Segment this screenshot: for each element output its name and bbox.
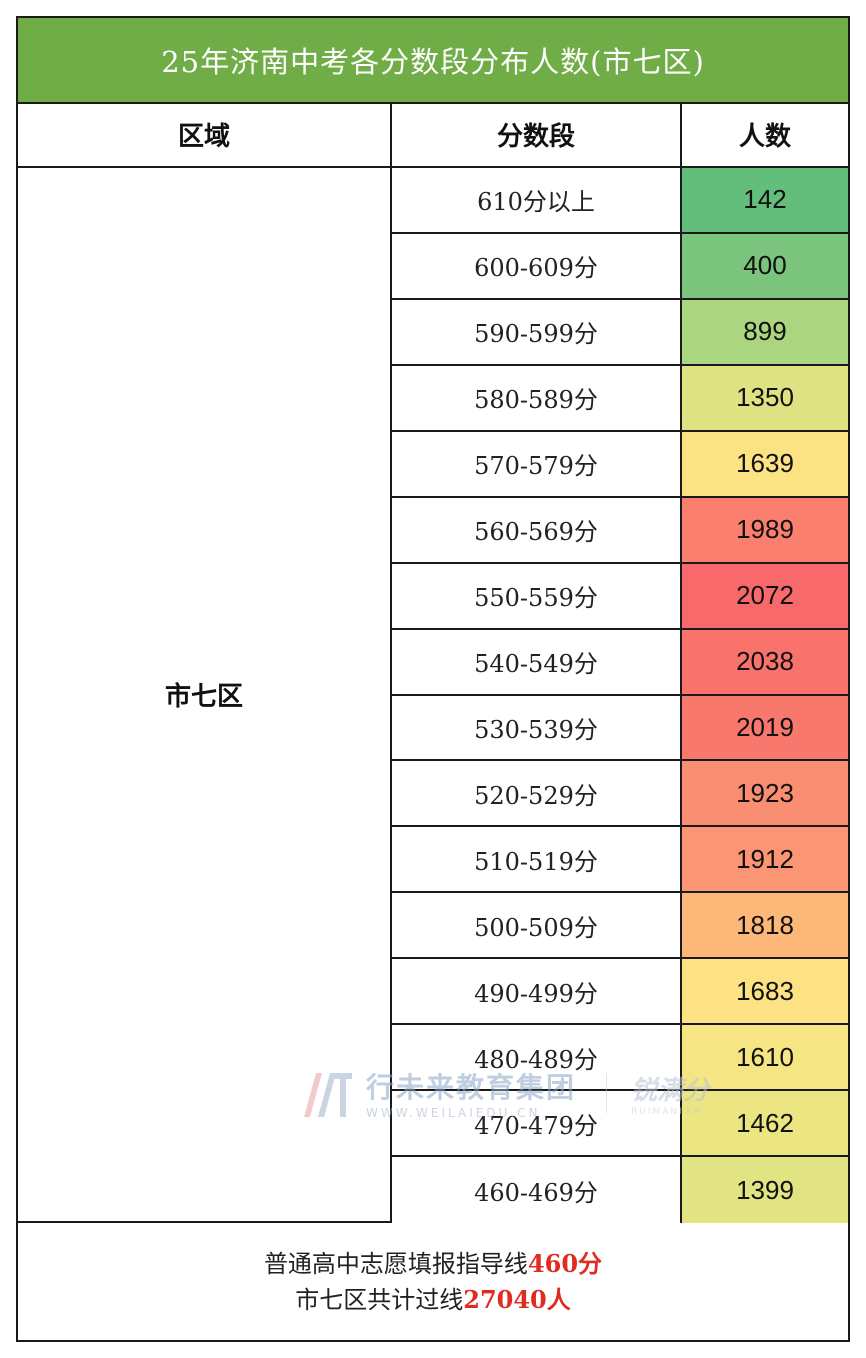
count-cell: 1399 — [682, 1157, 848, 1223]
score-range-cell: 570-579分 — [392, 431, 682, 496]
footer-line-guideline: 普通高中志愿填报指导线460分 — [264, 1246, 602, 1282]
score-range-cell: 560-569分 — [392, 497, 682, 562]
count-cell: 400 — [682, 233, 848, 298]
table-row: 590-599分 899 — [392, 299, 848, 366]
score-range-cell: 510-519分 — [392, 827, 682, 892]
count-cell: 1989 — [682, 497, 848, 562]
table-row: 540-549分 2038 — [392, 629, 848, 696]
score-range-cell: 550-559分 — [392, 563, 682, 628]
header-count: 人数 — [682, 102, 848, 168]
score-range-cell: 490-499分 — [392, 959, 682, 1024]
table-row: 520-529分 1923 — [392, 761, 848, 828]
count-cell: 1350 — [682, 365, 848, 430]
total-count: 27040人 — [463, 1284, 571, 1314]
score-range-cell: 590-599分 — [392, 299, 682, 364]
score-range-cell: 580-589分 — [392, 365, 682, 430]
count-cell: 2019 — [682, 695, 848, 760]
table-row: 510-519分 1912 — [392, 827, 848, 894]
count-cell: 1912 — [682, 827, 848, 892]
score-range-cell: 480-489分 — [392, 1025, 682, 1090]
count-cell: 1639 — [682, 431, 848, 496]
score-range-cell: 470-479分 — [392, 1091, 682, 1156]
total-label: 市七区共计过线 — [295, 1285, 464, 1314]
score-range-cell: 540-549分 — [392, 629, 682, 694]
guideline-label: 普通高中志愿填报指导线 — [263, 1249, 528, 1278]
header-region: 区域 — [18, 102, 392, 168]
score-range-cell: 460-469分 — [392, 1157, 682, 1223]
table-row: 560-569分 1989 — [392, 497, 848, 564]
table-body: 610分以上 142 600-609分 400 590-599分 899 580-589分 1… — [392, 168, 848, 1223]
footer-line-total: 市七区共计过线27040人 — [295, 1282, 571, 1318]
count-cell: 899 — [682, 299, 848, 364]
table-row: 500-509分 1818 — [392, 893, 848, 960]
score-distribution-table: 25年济南中考各分数段分布人数(市七区) 区域 分数段 人数 市七区 610分以… — [16, 16, 850, 1342]
score-range-cell: 600-609分 — [392, 233, 682, 298]
count-cell: 1683 — [682, 959, 848, 1024]
count-cell: 1923 — [682, 761, 848, 826]
table-row: 490-499分 1683 — [392, 959, 848, 1026]
table-row: 470-479分 1462 — [392, 1091, 848, 1158]
table-row: 460-469分 1399 — [392, 1157, 848, 1223]
region-cell: 市七区 — [18, 168, 392, 1223]
table-row: 530-539分 2019 — [392, 695, 848, 762]
table-title: 25年济南中考各分数段分布人数(市七区) — [18, 18, 848, 104]
score-range-cell: 530-539分 — [392, 695, 682, 760]
table-row: 480-489分 1610 — [392, 1025, 848, 1092]
count-cell: 2038 — [682, 629, 848, 694]
count-cell: 1462 — [682, 1091, 848, 1156]
table-row: 570-579分 1639 — [392, 431, 848, 498]
table-row: 610分以上 142 — [392, 168, 848, 234]
count-cell: 142 — [682, 168, 848, 232]
table-row: 580-589分 1350 — [392, 365, 848, 432]
score-range-cell: 500-509分 — [392, 893, 682, 958]
count-cell: 1818 — [682, 893, 848, 958]
table-row: 600-609分 400 — [392, 233, 848, 300]
table-footer: 普通高中志愿填报指导线460分 市七区共计过线27040人 — [18, 1223, 848, 1340]
score-range-cell: 520-529分 — [392, 761, 682, 826]
guideline-score: 460分 — [527, 1248, 603, 1278]
header-score-range: 分数段 — [392, 102, 682, 168]
count-cell: 2072 — [682, 563, 848, 628]
score-range-cell: 610分以上 — [392, 168, 682, 232]
table-row: 550-559分 2072 — [392, 563, 848, 630]
count-cell: 1610 — [682, 1025, 848, 1090]
